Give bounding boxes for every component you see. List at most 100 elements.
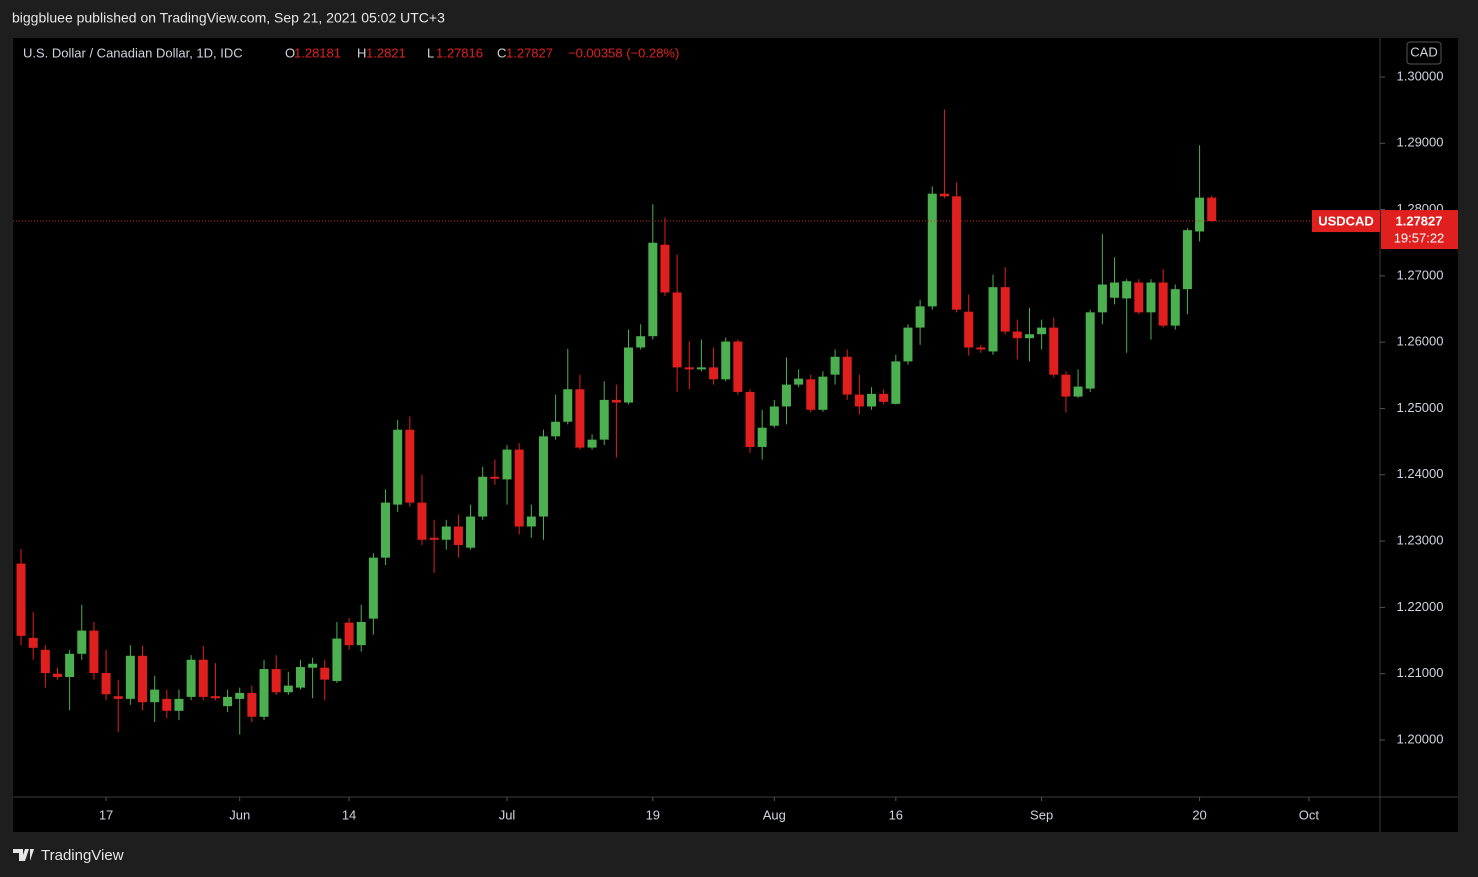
candle-body (939, 193, 949, 197)
ohlc-value: 1.2821 (366, 45, 406, 60)
currency-box (1406, 41, 1442, 65)
ohlc-value: 1.28181 (294, 45, 341, 60)
candle-body (441, 526, 451, 540)
candle-body (1146, 282, 1156, 313)
countdown: 19:57:22 (1394, 230, 1445, 245)
logo-mark (13, 849, 34, 861)
candle-body (1122, 281, 1132, 299)
y-tick-label: 1.22000 (1397, 599, 1444, 614)
y-tick-label: 1.24000 (1397, 466, 1444, 481)
candle-body (514, 449, 524, 527)
candle-body (332, 638, 342, 681)
candle-body (295, 667, 305, 688)
candle-body (308, 663, 318, 668)
ohlc-letter: C (497, 45, 506, 60)
x-tick-label: 17 (99, 807, 113, 822)
candle-body (1049, 327, 1059, 375)
candle-body (368, 557, 378, 619)
x-tick-label: Jul (499, 807, 516, 822)
candle-body (344, 622, 354, 646)
candle-body (186, 659, 196, 697)
x-tick-label: Oct (1299, 807, 1320, 822)
x-tick-label: 20 (1192, 807, 1206, 822)
candle-body (1097, 284, 1107, 313)
candle-body (1170, 289, 1180, 326)
publish-header: biggbluee published on TradingView.com, … (12, 10, 445, 26)
candle-body (903, 327, 913, 362)
candle-body (611, 399, 621, 403)
candle-body (672, 292, 682, 368)
currency: CAD (1410, 44, 1437, 59)
candle-body (757, 427, 767, 447)
ohlc-value: 1.27816 (436, 45, 483, 60)
y-tick-label: 1.29000 (1397, 135, 1444, 150)
candle-body (393, 429, 403, 505)
candle-body (526, 516, 536, 527)
candle-body (89, 630, 99, 674)
candle-body (879, 393, 889, 402)
x-tick-label: 16 (889, 807, 903, 822)
candle-body (235, 692, 245, 699)
candle-body (356, 621, 366, 646)
candle-body (429, 537, 439, 540)
y-tick-label: 1.21000 (1397, 665, 1444, 680)
candle-body (162, 698, 172, 711)
ohlc-value: 1.27827 (506, 45, 553, 60)
candle-body (259, 669, 269, 717)
candle-body (283, 685, 293, 693)
candle-body (1073, 386, 1083, 397)
y-tick-label: 1.27000 (1397, 267, 1444, 282)
candle-body (745, 391, 755, 447)
footer-brand: TradingView (41, 847, 124, 864)
candle-body (709, 367, 719, 380)
chart-panel (13, 38, 1458, 832)
price-tag (1381, 210, 1458, 250)
x-tick-label: 19 (646, 807, 660, 822)
candle-body (113, 696, 123, 699)
y-tick-label: 1.26000 (1397, 334, 1444, 349)
candle-body (575, 389, 585, 448)
candle-body (40, 649, 50, 674)
candle-body (830, 356, 840, 375)
candle-body (964, 311, 974, 348)
candle-body (587, 439, 597, 448)
candle-body (478, 476, 488, 517)
candle-body (223, 696, 233, 707)
candle-body (101, 673, 111, 695)
candle-body (538, 436, 548, 517)
candle-body (125, 655, 135, 699)
candle-body (684, 367, 694, 370)
price-tag-value: 1.27827 (1396, 213, 1443, 228)
candle-body (988, 287, 998, 352)
candle-body (818, 376, 828, 410)
candle-body (891, 361, 901, 404)
x-tick-label: 14 (342, 807, 356, 822)
candle-body (1024, 334, 1034, 339)
candle-body (867, 393, 877, 407)
ohlc-letter: L (427, 45, 434, 60)
candle-body (769, 406, 779, 426)
candle-body (927, 193, 937, 307)
candle-body (28, 637, 38, 648)
x-tick-label: Sep (1030, 807, 1053, 822)
candle-body (563, 389, 573, 422)
candle-body (551, 421, 561, 437)
symbol-title: U.S. Dollar / Canadian Dollar, 1D, IDC (23, 45, 243, 60)
candle-body (502, 449, 512, 480)
candle-body (174, 698, 184, 711)
candle-body (405, 429, 415, 503)
ohlc-change: −0.00358 (−0.28%) (568, 45, 679, 60)
candle-body (1012, 331, 1022, 339)
candle-body (599, 399, 609, 440)
candle-body (781, 384, 791, 407)
candle-body (1061, 374, 1071, 397)
candle-body (624, 347, 634, 403)
candle-body (1207, 197, 1217, 222)
candle-body (854, 394, 864, 407)
y-tick-label: 1.30000 (1397, 68, 1444, 83)
candle-body (1195, 197, 1205, 232)
candle-body (210, 696, 220, 699)
x-tick-label: Aug (763, 807, 786, 822)
candle-body (381, 502, 391, 558)
